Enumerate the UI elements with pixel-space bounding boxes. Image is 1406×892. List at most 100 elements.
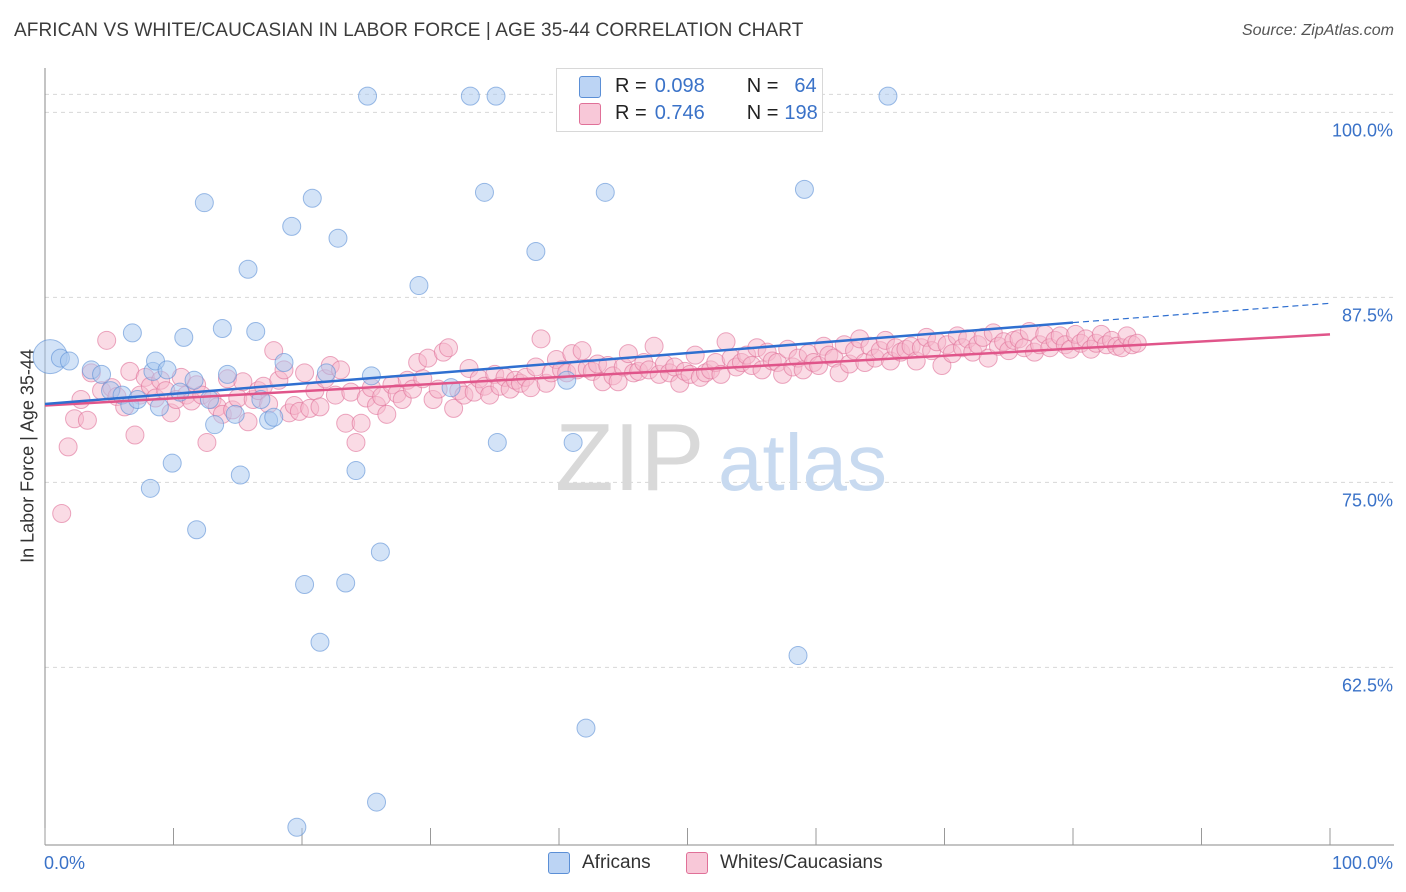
african-point [361, 366, 381, 386]
african-point [576, 718, 596, 738]
white-caucasian-points [52, 321, 1147, 523]
legend: R = 0.098 N = 64 R = 0.746 N = 198 [556, 68, 823, 132]
white-caucasian-point [197, 432, 217, 452]
african-point [282, 216, 302, 236]
watermark-atlas: atlas [718, 418, 887, 507]
white-caucasian-point [438, 338, 458, 358]
white-caucasian-point [310, 397, 330, 417]
tick-labels: 62.5% 75.0% 87.5% 100.0% 0.0% 100.0% [44, 120, 1393, 873]
legend-n-label: N = [746, 75, 779, 97]
african-point [251, 390, 271, 410]
bottom-legend-africans: Africans [548, 852, 651, 874]
african-point [794, 179, 814, 199]
african-point [212, 318, 232, 338]
african-point [563, 432, 583, 452]
y-tick-label: 87.5% [1342, 305, 1393, 325]
legend-row-whites: R = 0.746 N = 198 [579, 102, 818, 125]
y-tick-label: 75.0% [1342, 490, 1393, 510]
x-tick-label-end: 100.0% [1332, 853, 1393, 873]
white-caucasian-point [644, 336, 664, 356]
white-caucasian-point [58, 437, 78, 457]
african-point [264, 407, 284, 427]
african-point [474, 182, 494, 202]
african-point [788, 646, 808, 666]
white-caucasian-point [125, 425, 145, 445]
african-point [460, 86, 480, 106]
african-point [302, 188, 322, 208]
african-point [205, 415, 225, 435]
african-point [487, 432, 507, 452]
white-caucasian-point [1127, 333, 1147, 353]
white-caucasian-point [685, 345, 705, 365]
african-trend-extension [1072, 302, 1331, 324]
legend-swatch-whites [579, 102, 601, 125]
african-point [59, 351, 79, 371]
bottom-legend-whites: Whites/Caucasians [686, 852, 883, 874]
legend-swatch-africans [579, 75, 601, 98]
african-point [441, 378, 461, 398]
african-point [287, 817, 307, 837]
white-caucasian-point [711, 364, 731, 384]
african-point [367, 792, 387, 812]
african-point [358, 86, 378, 106]
white-caucasian-point [531, 329, 551, 349]
white-caucasian-point [351, 413, 371, 433]
african-point [486, 86, 506, 106]
african-point [230, 465, 250, 485]
bottom-legend-swatch-africans [548, 852, 570, 874]
legend-n-label: N = [746, 102, 779, 124]
african-point [274, 353, 294, 373]
legend-r-value-africans: 0.098 [654, 75, 705, 97]
african-point [187, 520, 207, 540]
white-caucasian-point [77, 410, 97, 430]
white-caucasian-point [444, 398, 464, 418]
y-tick-label: 100.0% [1332, 120, 1393, 140]
african-points [32, 86, 898, 837]
african-point [557, 370, 577, 390]
african-point [184, 370, 204, 390]
african-point [194, 193, 214, 213]
african-point [199, 390, 219, 410]
axes [44, 68, 1394, 846]
african-point [370, 542, 390, 562]
african-point [878, 86, 898, 106]
african-point [174, 327, 194, 347]
african-point [246, 321, 266, 341]
african-point [92, 364, 112, 384]
african-point [316, 363, 336, 383]
source-label: Source: ZipAtlas.com [1241, 22, 1394, 39]
x-tick-label-start: 0.0% [44, 853, 85, 873]
white-caucasian-point [52, 503, 72, 523]
white-caucasian-point [233, 372, 253, 392]
african-point [595, 182, 615, 202]
white-caucasian-point [377, 404, 397, 424]
african-point [409, 276, 429, 296]
bottom-legend-swatch-whites [686, 852, 708, 874]
white-caucasian-point [572, 341, 592, 361]
watermark: ZIP atlas [555, 404, 887, 511]
bottom-legend-label-whites: Whites/Caucasians [720, 852, 883, 873]
african-point [225, 404, 245, 424]
african-point [346, 461, 366, 481]
white-caucasian-point [295, 363, 315, 383]
bottom-legend-label-africans: Africans [582, 852, 651, 873]
legend-n-value-whites: 198 [784, 102, 818, 124]
chart-title: AFRICAN VS WHITE/CAUCASIAN IN LABOR FORC… [14, 20, 804, 41]
african-point [238, 259, 258, 279]
white-caucasian-trend-line [44, 333, 1331, 407]
african-point [217, 364, 237, 384]
african-point [328, 228, 348, 248]
african-point [295, 575, 315, 595]
white-caucasian-point [716, 332, 736, 352]
african-point [157, 360, 177, 380]
legend-r-value-whites: 0.746 [654, 102, 705, 124]
african-point [310, 632, 330, 652]
legend-n-value-africans: 64 [794, 75, 817, 97]
african-point [122, 323, 142, 343]
african-trend-line [44, 321, 1074, 406]
african-point [140, 478, 160, 498]
trend-lines [44, 302, 1331, 407]
white-caucasian-point [346, 432, 366, 452]
white-caucasian-point [97, 330, 117, 350]
